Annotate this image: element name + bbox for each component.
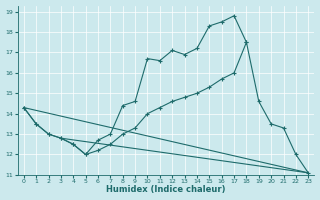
X-axis label: Humidex (Indice chaleur): Humidex (Indice chaleur): [106, 185, 226, 194]
